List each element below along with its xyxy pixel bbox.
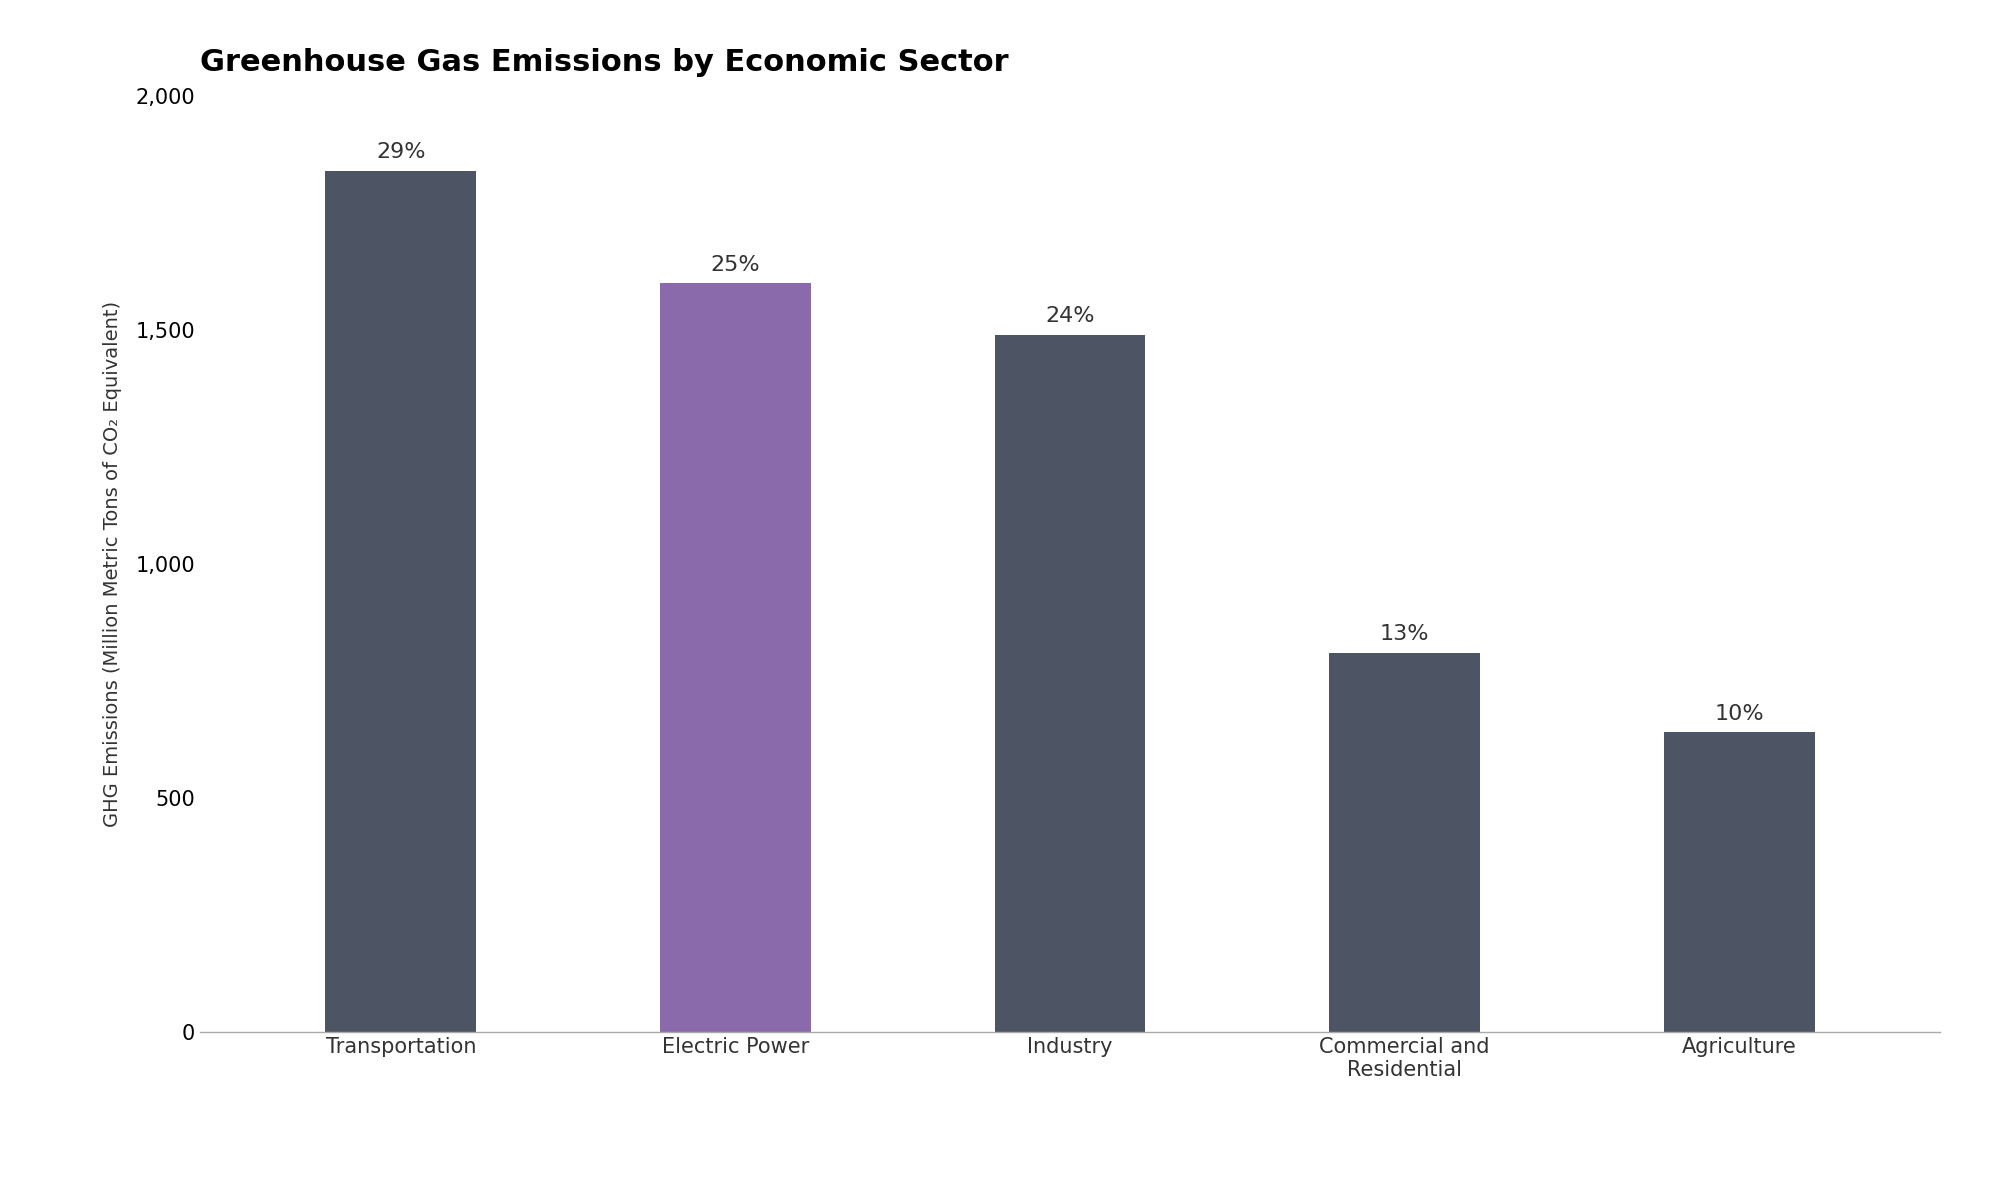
Bar (1664, 732, 1814, 1032)
Text: 13%: 13% (1380, 624, 1430, 644)
Text: 25%: 25% (710, 254, 760, 275)
Bar (1330, 653, 1480, 1032)
Text: 24%: 24% (1046, 306, 1094, 326)
Bar (660, 283, 810, 1032)
Y-axis label: GHG Emissions (Million Metric Tons of CO₂ Equivalent): GHG Emissions (Million Metric Tons of CO… (102, 301, 122, 827)
Text: 10%: 10% (1714, 704, 1764, 724)
Text: 29%: 29% (376, 143, 426, 162)
Bar (994, 335, 1146, 1032)
Text: Greenhouse Gas Emissions by Economic Sector: Greenhouse Gas Emissions by Economic Sec… (200, 48, 1008, 77)
Bar (326, 170, 476, 1032)
